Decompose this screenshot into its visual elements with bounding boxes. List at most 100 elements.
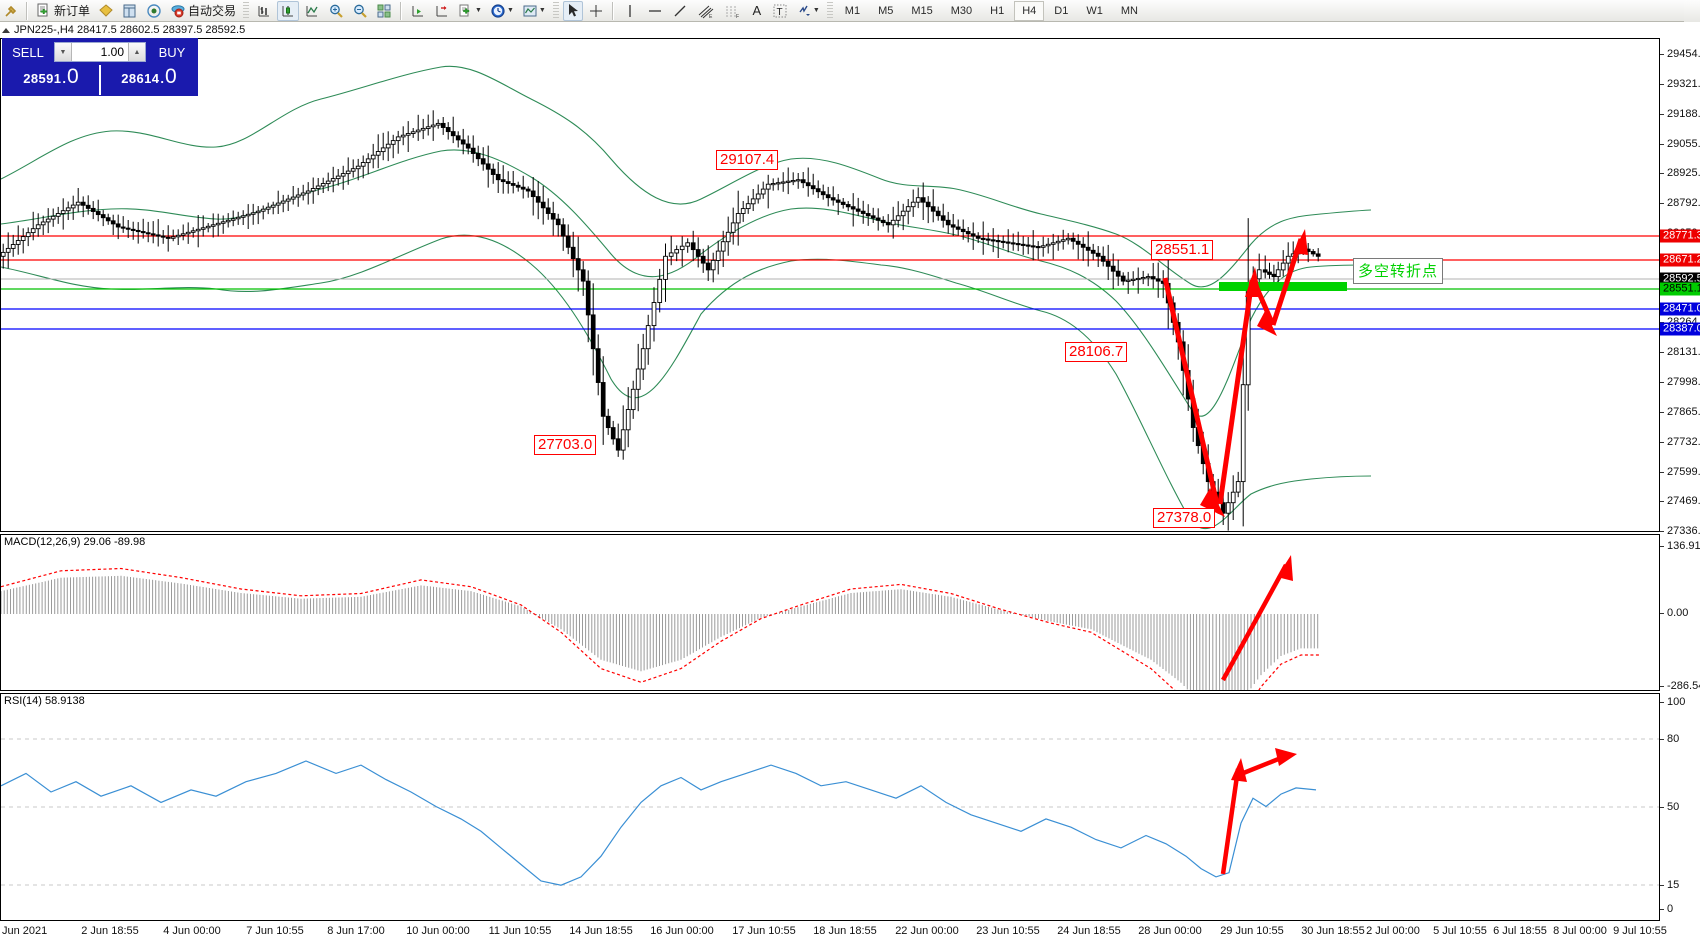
time-tick-7: 14 Jun 18:55 bbox=[569, 925, 633, 937]
arrow-down-2 bbox=[1250, 278, 1276, 326]
buy-label[interactable]: BUY bbox=[158, 44, 186, 60]
zoom-in-icon[interactable] bbox=[325, 1, 347, 21]
rsi-pane[interactable]: RSI(14) 58.9138 bbox=[0, 693, 1660, 921]
navigator-icon[interactable] bbox=[143, 1, 165, 21]
price-tick-27865.0: 27865.0 bbox=[1660, 406, 1700, 418]
price-tick-28925.5: 28925.5 bbox=[1660, 167, 1700, 179]
text-label-icon[interactable]: T bbox=[769, 1, 791, 21]
price-label-28471.0: 28471.0 bbox=[1660, 302, 1700, 316]
volume-stepper[interactable]: ▼ 1.00 ▲ bbox=[54, 42, 146, 62]
time-tick-17: 2 Jul 00:00 bbox=[1366, 925, 1420, 937]
period-icon[interactable]: ▼ bbox=[487, 1, 517, 21]
annotation-27378[interactable]: 27378.0 bbox=[1153, 508, 1216, 528]
toolbar-overflow[interactable] bbox=[1684, 0, 1700, 22]
annotation-turning-point[interactable]: 多空转折点 bbox=[1353, 258, 1444, 284]
sell-price-integer: 28591 bbox=[23, 71, 62, 86]
crosshair-icon[interactable] bbox=[585, 1, 607, 21]
annotation-28106[interactable]: 28106.7 bbox=[1065, 342, 1128, 362]
toolbar-grip[interactable] bbox=[243, 1, 250, 20]
timeframe-button-h4[interactable]: H4 bbox=[1014, 0, 1045, 21]
timeframe-button-m30[interactable]: M30 bbox=[950, 4, 973, 17]
rsi-tick-15: 15 bbox=[1660, 879, 1679, 891]
crosshair-tool-icon[interactable] bbox=[1, 1, 21, 21]
tile-windows-icon[interactable] bbox=[373, 1, 395, 21]
equidistant-channel-icon[interactable]: E bbox=[693, 1, 719, 21]
timeframe-button-m15[interactable]: M15 bbox=[911, 4, 933, 17]
timeframe-button-m1[interactable]: M1 bbox=[844, 4, 861, 17]
annotation-29107[interactable]: 29107.4 bbox=[716, 150, 779, 170]
rsi-tick-0: 0 bbox=[1660, 903, 1673, 915]
volume-value[interactable]: 1.00 bbox=[100, 45, 124, 59]
auto-scroll-icon[interactable] bbox=[431, 1, 453, 21]
time-tick-18: 5 Jul 10:55 bbox=[1433, 925, 1487, 937]
rsi-pane-label: RSI(14) 58.9138 bbox=[4, 695, 85, 707]
autotrading-label: 自动交易 bbox=[188, 4, 237, 18]
rsi-tick-80: 80 bbox=[1660, 733, 1679, 745]
timeframe-button-h1[interactable]: H1 bbox=[990, 4, 1005, 17]
time-tick-3: 7 Jun 10:55 bbox=[246, 925, 304, 937]
time-axis[interactable]: Jun 2021 2 Jun 18:55 4 Jun 00:00 7 Jun 10:5… bbox=[0, 921, 1700, 943]
timeframe-button-m5[interactable]: M5 bbox=[878, 4, 894, 17]
price-label-28387.0: 28387.0 bbox=[1660, 322, 1700, 336]
rsi-axis-scale[interactable]: 100 80 50 15 0 bbox=[1660, 693, 1700, 921]
chevron-down-icon-3[interactable]: ▼ bbox=[538, 7, 546, 14]
templates-icon[interactable]: ▼ bbox=[519, 1, 549, 21]
trade-panel-prices: 28591 . 0 28614 . 0 bbox=[3, 65, 197, 95]
timeframe-button-mn[interactable]: MN bbox=[1120, 4, 1138, 17]
data-window-icon[interactable] bbox=[119, 1, 141, 21]
time-tick-12: 23 Jun 10:55 bbox=[976, 925, 1040, 937]
autotrading-button[interactable]: 自动交易 bbox=[167, 1, 239, 21]
annotation-28551[interactable]: 28551.1 bbox=[1151, 240, 1214, 260]
time-tick-8: 16 Jun 00:00 bbox=[650, 925, 714, 937]
price-axis-scale[interactable]: 29454.0 29321.0 29188.0 29055.0 28925.5 28792… bbox=[1660, 38, 1700, 537]
bollinger-upper-band bbox=[1, 65, 1372, 288]
timeframe-button-d1[interactable]: D1 bbox=[1054, 4, 1069, 17]
macd-signal-line bbox=[1, 567, 1321, 690]
macd-pane[interactable]: MACD(12,26,9) 29.06 -89.98 bbox=[0, 534, 1660, 691]
bar-chart-icon[interactable] bbox=[253, 1, 275, 21]
horizontal-line-icon[interactable] bbox=[643, 1, 667, 21]
annotation-27703[interactable]: 27703.0 bbox=[534, 435, 597, 455]
toolbar-grip-3[interactable] bbox=[826, 1, 833, 20]
candlestick-chart-icon[interactable] bbox=[277, 0, 300, 21]
volume-increase-button[interactable]: ▲ bbox=[128, 43, 145, 61]
indicators-icon[interactable]: ▼ bbox=[455, 1, 485, 21]
price-chart-canvas bbox=[1, 65, 1659, 531]
rsi-canvas bbox=[1, 738, 1659, 886]
arrow-down-1 bbox=[1162, 277, 1220, 505]
timeframe-button-w1[interactable]: W1 bbox=[1086, 4, 1103, 17]
volume-decrease-button[interactable]: ▼ bbox=[55, 43, 72, 61]
zoom-out-icon[interactable] bbox=[349, 1, 371, 21]
rsi-tick-50: 50 bbox=[1660, 801, 1679, 813]
buy-price-dot: . bbox=[160, 71, 165, 86]
objects-list-icon[interactable]: ▼ bbox=[793, 1, 823, 21]
toolbar-separator-2 bbox=[400, 1, 403, 20]
text-icon[interactable]: A bbox=[752, 3, 762, 18]
price-chart-pane[interactable]: 29107.4 27703.0 28106.7 28551.1 27378.0 … bbox=[0, 38, 1660, 532]
toolbar-grip-2[interactable] bbox=[552, 1, 559, 20]
one-click-trading-panel[interactable]: SELL ▼ 1.00 ▲ BUY 28591 . 0 28614 . 0 bbox=[2, 38, 198, 96]
line-chart-icon[interactable] bbox=[301, 1, 323, 21]
svg-text:E: E bbox=[709, 14, 713, 19]
new-order-label: 新订单 bbox=[54, 4, 91, 18]
buy-button[interactable]: 28614 . 0 bbox=[101, 65, 197, 95]
chevron-down-icon-4[interactable]: ▼ bbox=[812, 7, 820, 14]
vertical-line-icon[interactable] bbox=[619, 1, 641, 21]
expert-advisors-icon[interactable] bbox=[95, 1, 117, 21]
price-tick-29188.0: 29188.0 bbox=[1660, 108, 1700, 120]
buy-price-fraction: 0 bbox=[165, 65, 177, 88]
chevron-down-icon[interactable]: ▼ bbox=[475, 7, 482, 14]
chevron-down-icon-2[interactable]: ▼ bbox=[506, 7, 514, 14]
sell-label[interactable]: SELL bbox=[12, 44, 44, 60]
new-order-button[interactable]: 新订单 bbox=[33, 1, 93, 21]
candlestick-series bbox=[1, 110, 1321, 531]
cursor-icon[interactable] bbox=[562, 0, 583, 21]
chart-shift-icon[interactable] bbox=[407, 1, 429, 21]
fibonacci-icon[interactable]: F bbox=[721, 1, 745, 21]
svg-text:T: T bbox=[776, 7, 782, 18]
macd-axis-scale[interactable]: 136.91 0.00 -286.54 bbox=[1660, 534, 1700, 692]
trendline-icon[interactable] bbox=[669, 1, 691, 21]
sell-button[interactable]: 28591 . 0 bbox=[3, 65, 101, 95]
rsi-curve bbox=[1, 760, 1317, 886]
